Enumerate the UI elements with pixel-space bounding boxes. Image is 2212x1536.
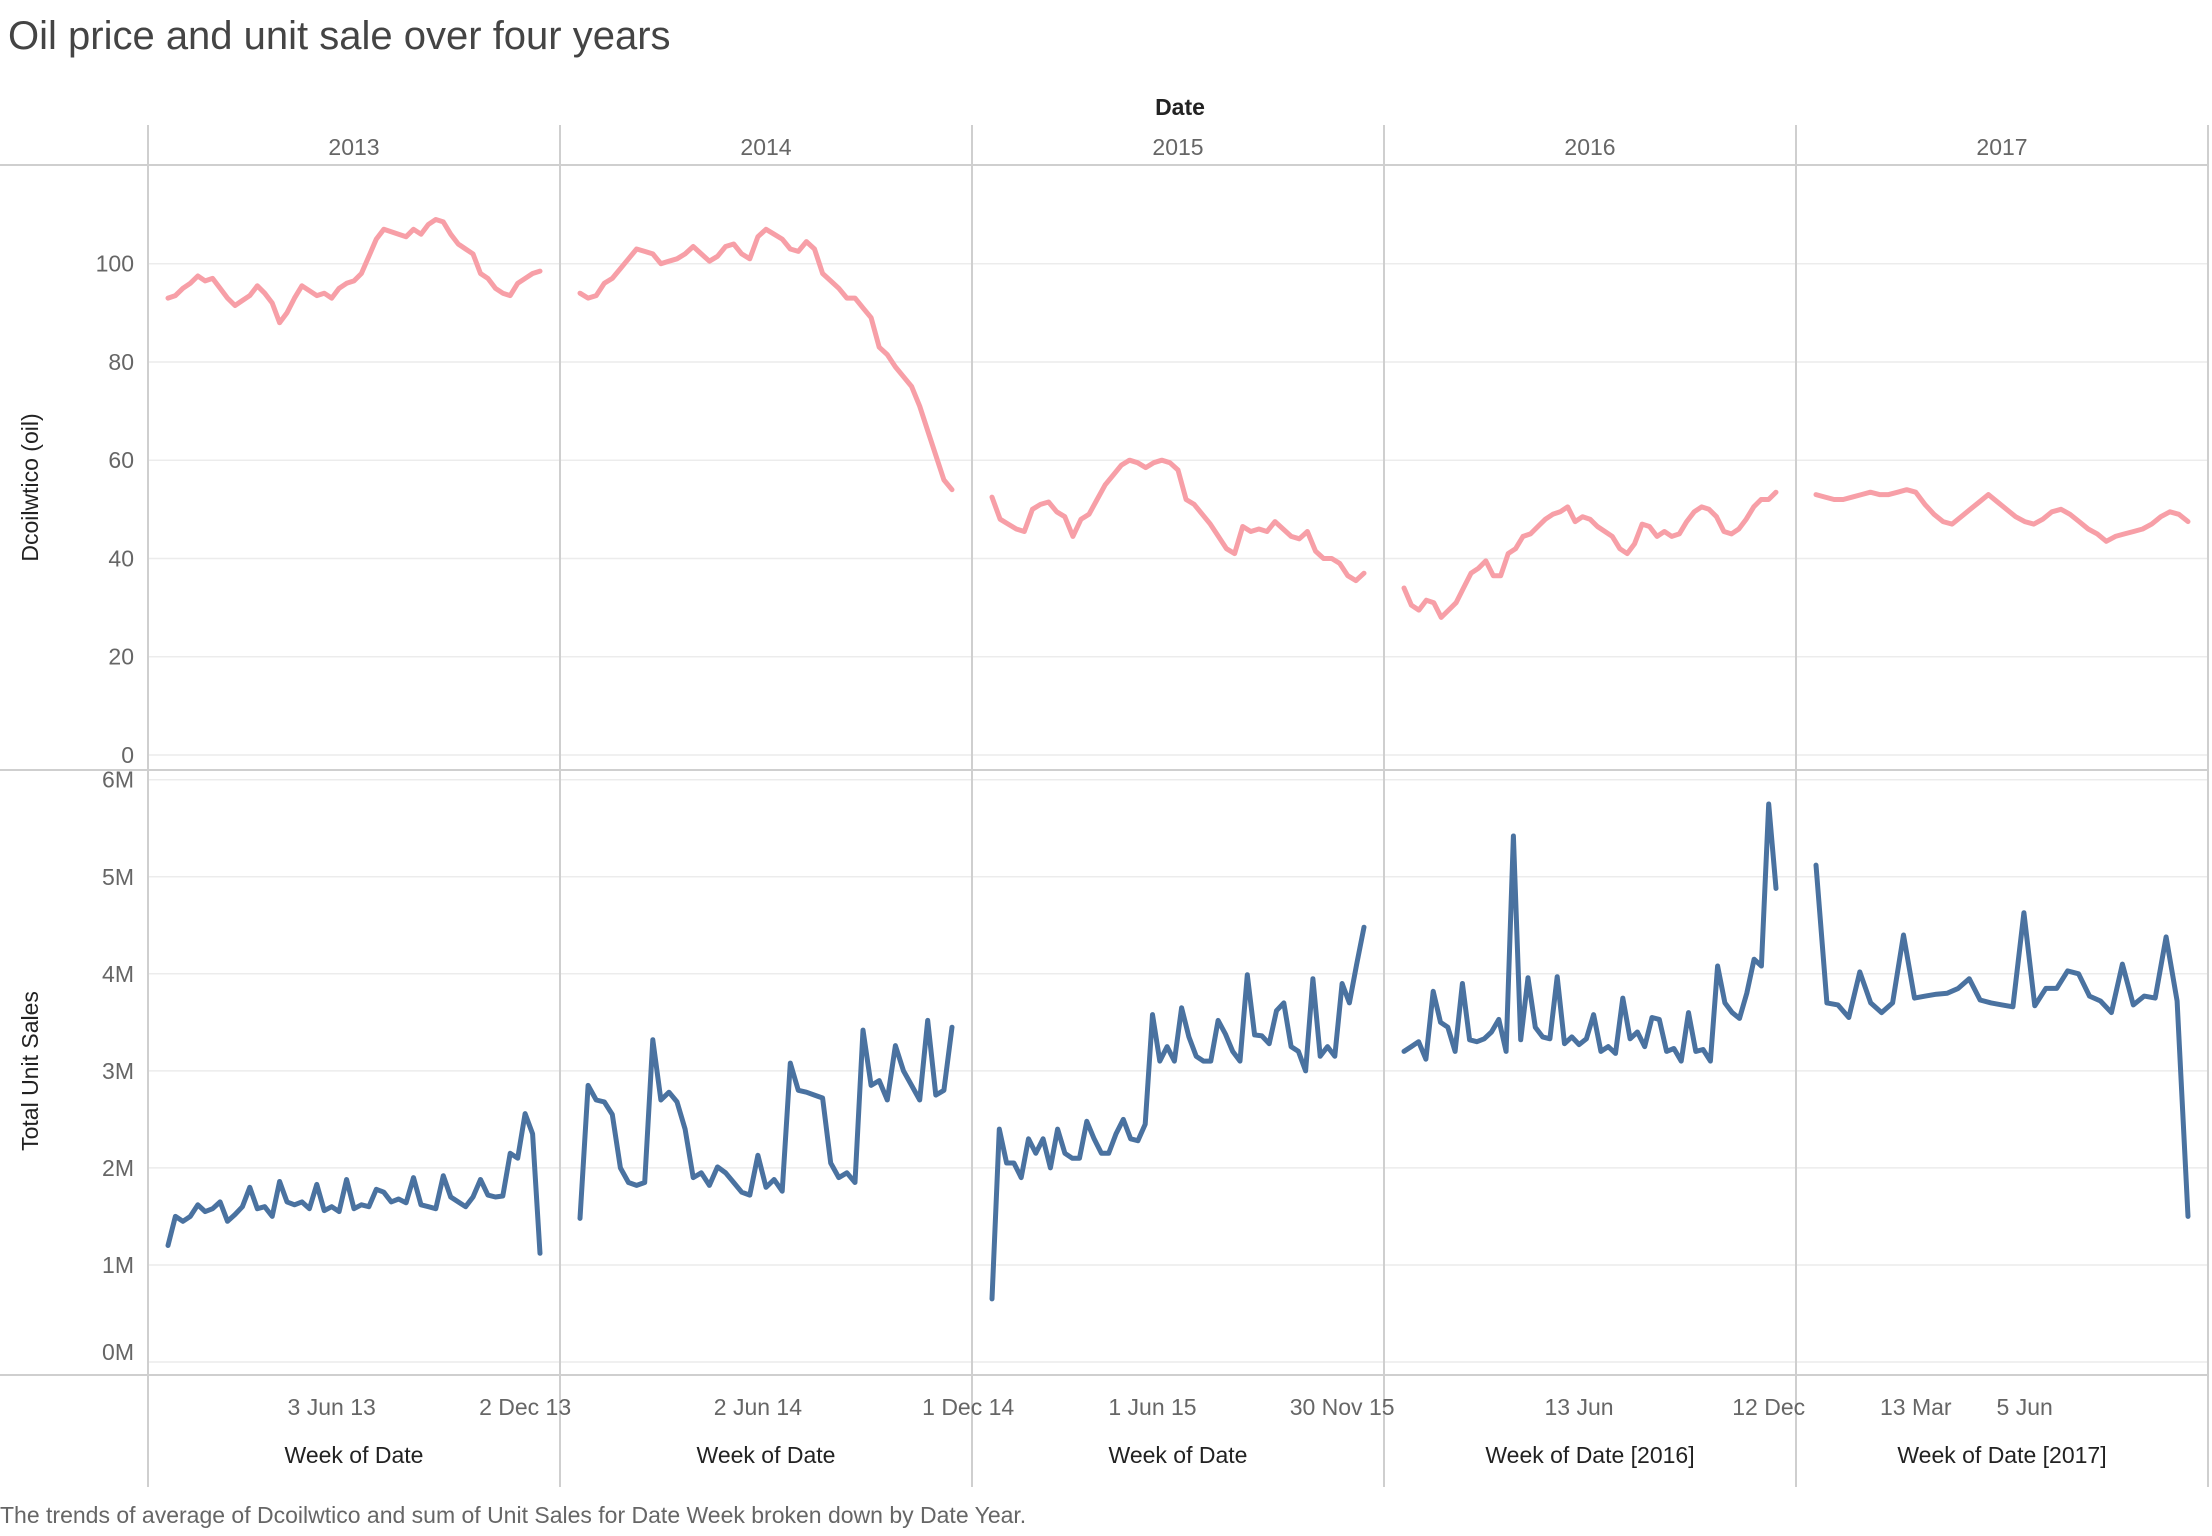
sales-series-line-2014 — [577, 1017, 955, 1221]
chart-title: Oil price and unit sale over four years — [8, 14, 671, 58]
sales-y-tick-label: 0M — [102, 1339, 134, 1365]
frame-layer — [0, 125, 2209, 1487]
oil-y-tick-label: 20 — [108, 644, 134, 670]
oil-series-line-2013 — [165, 217, 543, 326]
oil-series-line-2015 — [989, 457, 1367, 584]
x-tick-label: 1 Dec 14 — [922, 1394, 1014, 1420]
x-tick-label: 5 Jun — [1997, 1394, 2053, 1420]
x-tick-label: 13 Mar — [1880, 1394, 1952, 1420]
sales-series-line-2013 — [165, 1111, 543, 1256]
x-axis-title: Week of Date — [285, 1442, 424, 1468]
x-tick-label: 3 Jun 13 — [288, 1394, 376, 1420]
sales-y-tick-label: 3M — [102, 1058, 134, 1084]
x-tick-label: 13 Jun — [1545, 1394, 1614, 1420]
grid-layer — [148, 262, 2208, 1363]
x-axis-title: Week of Date — [697, 1442, 836, 1468]
chart-caption: The trends of average of Dcoilwtico and … — [0, 1502, 1027, 1528]
year-header: 2017 — [1976, 134, 2027, 160]
x-tick-label: 2 Dec 13 — [479, 1394, 571, 1420]
oil-y-tick-label: 0 — [121, 742, 134, 768]
oil-series-line-2017 — [1813, 487, 2191, 544]
sales-y-tick-label: 4M — [102, 961, 134, 987]
x-tick-label: 30 Nov 15 — [1290, 1394, 1395, 1420]
sales-series-line-2016 — [1401, 801, 1779, 1064]
sales-series-line-2015 — [989, 924, 1367, 1302]
sales-y-axis-title: Total Unit Sales — [17, 991, 43, 1151]
oil-y-tick-label: 100 — [96, 251, 134, 277]
sales-y-tick-label: 6M — [102, 767, 134, 793]
x-axis-title: Week of Date [2017] — [1897, 1442, 2106, 1468]
sales-y-tick-label: 5M — [102, 864, 134, 890]
label-layer: Dcoilwtico (oil) Total Unit Sales 0 20 40 60 8… — [17, 134, 2107, 1468]
sales-y-tick-label: 2M — [102, 1155, 134, 1181]
column-header: Date — [1155, 94, 1205, 120]
oil-series-line-2014 — [577, 226, 955, 493]
year-header: 2013 — [328, 134, 379, 160]
oil-series-line-2016 — [1401, 489, 1779, 620]
x-axis-title: Week of Date — [1109, 1442, 1248, 1468]
x-tick-label: 1 Jun 15 — [1108, 1394, 1196, 1420]
oil-y-tick-label: 60 — [108, 447, 134, 473]
x-axis-title: Week of Date [2016] — [1485, 1442, 1694, 1468]
oil-y-axis-title: Dcoilwtico (oil) — [17, 413, 43, 561]
series-layer — [165, 217, 2191, 1302]
sales-y-tick-label: 1M — [102, 1252, 134, 1278]
x-tick-label: 12 Dec — [1732, 1394, 1805, 1420]
x-tick-label: 2 Jun 14 — [714, 1394, 802, 1420]
year-header: 2016 — [1564, 134, 1615, 160]
oil-y-tick-label: 80 — [108, 349, 134, 375]
year-header: 2015 — [1152, 134, 1203, 160]
year-header: 2014 — [740, 134, 791, 160]
oil-y-tick-label: 40 — [108, 545, 134, 571]
sales-series-line-2017 — [1813, 862, 2191, 1219]
